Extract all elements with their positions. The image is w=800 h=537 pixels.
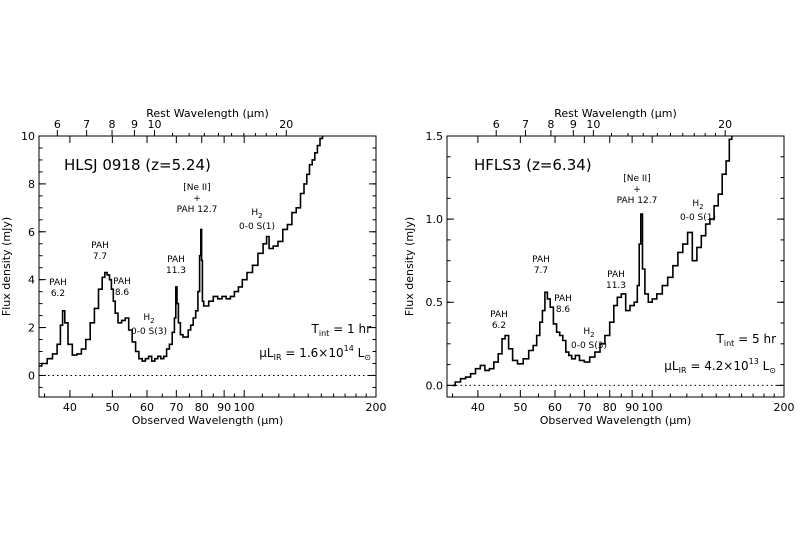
- x2-tick-label: 20: [718, 118, 732, 131]
- x-tick-label: 200: [366, 401, 387, 414]
- feature-annotation: PAH 7.7: [532, 255, 550, 276]
- x-axis-label: Observed Wavelength (μm): [132, 414, 283, 427]
- luminosity-note: μLIR = 1.6×1014 L⊙: [259, 344, 371, 362]
- y-tick-label: 8: [28, 178, 35, 191]
- y-tick-label: 10: [21, 130, 35, 143]
- feature-annotation: PAH 6.2: [490, 310, 508, 331]
- x2-tick-label: 8: [109, 118, 116, 131]
- feature-annotation: PAH 8.6: [554, 294, 572, 315]
- x-tick-label: 40: [63, 401, 77, 414]
- feature-annotation: PAH 11.3: [166, 255, 186, 276]
- feature-annotation: PAH 6.2: [49, 278, 67, 299]
- x-tick-label: 60: [548, 401, 562, 414]
- x2-tick-label: 9: [131, 118, 138, 131]
- x2-tick-label: 10: [586, 118, 600, 131]
- y-tick-label: 2: [28, 322, 35, 335]
- x2-tick-label: 7: [83, 118, 90, 131]
- x-tick-label: 200: [774, 401, 795, 414]
- x-tick-label: 50: [513, 401, 527, 414]
- x-tick-label: 70: [577, 401, 591, 414]
- luminosity-note: μLIR = 4.2×1013 L⊙: [664, 357, 776, 375]
- x2-tick-label: 10: [147, 118, 161, 131]
- x-tick-label: 40: [471, 401, 485, 414]
- plot-frame: [446, 135, 785, 398]
- feature-annotation: H2 0-0 S(1): [680, 199, 716, 223]
- x2-tick-label: 9: [570, 118, 577, 131]
- chart-panel-2: 40 50 60 70 80 90 100 200 6 7 8 9 10 20 0.0 0.5 1.0 1.5 Ob…: [403, 107, 795, 427]
- x-tick-label: 60: [140, 401, 154, 414]
- y-axis-label: Flux density (mJy): [0, 217, 13, 316]
- x2-axis-label: Rest Wavelength (μm): [146, 107, 269, 120]
- integration-time-note: Tint = 1 hr: [311, 322, 372, 338]
- x2-tick-label: 20: [279, 118, 293, 131]
- y-tick-label: 1.0: [426, 213, 444, 226]
- plot-frame: [38, 135, 377, 398]
- y-axis-label: Flux density (mJy): [403, 217, 416, 316]
- x-tick-label: 90: [217, 401, 231, 414]
- feature-annotation: PAH 7.7: [91, 241, 109, 262]
- y-tick-label: 0.5: [426, 296, 444, 309]
- feature-annotation: PAH 8.6: [113, 277, 131, 298]
- y-tick-label: 0: [28, 369, 35, 382]
- object-label: HFLS3 (z=6.34): [474, 156, 592, 174]
- x2-tick-label: 6: [493, 118, 500, 131]
- integration-time-note: Tint = 5 hr: [716, 332, 777, 348]
- y-tick-label: 4: [28, 274, 35, 287]
- feature-annotation: H2 0-0 S(1): [239, 208, 275, 232]
- x-tick-label: 70: [169, 401, 183, 414]
- x-tick-label: 100: [234, 401, 255, 414]
- feature-annotation: H2 0-0 S(3): [131, 313, 167, 337]
- x-tick-label: 80: [195, 401, 209, 414]
- x2-axis-label: Rest Wavelength (μm): [554, 107, 677, 120]
- y-tick-label: 1.5: [426, 130, 444, 143]
- object-label: HLSJ 0918 (z=5.24): [64, 156, 211, 174]
- x-tick-label: 100: [642, 401, 663, 414]
- x-tick-label: 50: [105, 401, 119, 414]
- y-tick-label: 6: [28, 226, 35, 239]
- spectrum-line: [39, 136, 324, 367]
- x-tick-label: 90: [625, 401, 639, 414]
- feature-annotation: H2 0-0 S(3): [571, 327, 607, 351]
- spectrum-line: [452, 136, 734, 387]
- x-tick-label: 80: [603, 401, 617, 414]
- x2-tick-label: 8: [547, 118, 554, 131]
- feature-annotation: [Ne II] + PAH 12.7: [177, 183, 218, 215]
- feature-annotation: [Ne II] + PAH 12.7: [617, 174, 658, 206]
- x2-tick-label: 7: [522, 118, 529, 131]
- feature-annotation: PAH 11.3: [606, 270, 626, 291]
- x-axis-label: Observed Wavelength (μm): [540, 414, 691, 427]
- x2-tick-label: 6: [54, 118, 61, 131]
- y-tick-label: 0.0: [426, 379, 444, 392]
